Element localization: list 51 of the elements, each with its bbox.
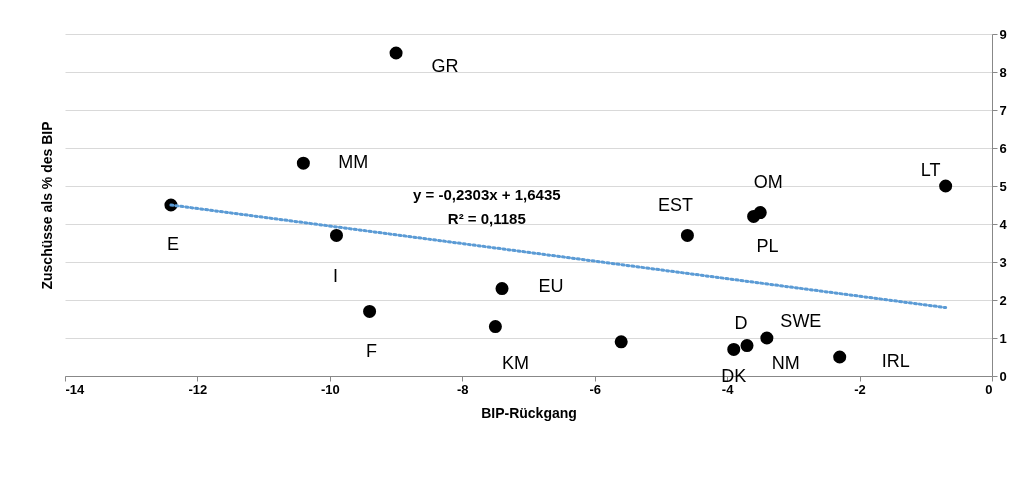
x-tick-label: -2 [854,381,866,397]
annotation: MM [338,152,369,173]
point [760,331,774,345]
x-tick-label: -8 [457,381,469,397]
point [363,304,377,318]
y-tick-label: 5 [999,178,1007,194]
point [727,342,741,356]
x-tick-label: -12 [188,381,208,397]
y-tick-label: 1 [999,330,1007,346]
point [939,179,953,193]
annotation: NM [771,353,800,373]
annotation: y = -0,2303x + 1,6435 [412,185,561,203]
annotation: EU [538,275,564,296]
annotation: IRL [881,351,910,371]
point [488,320,502,334]
x-tick-label: 0 [985,381,993,397]
annotation: LT [920,160,941,180]
y-tick-label: 3 [999,254,1007,270]
annotation: KM [501,352,529,373]
y-tick-label: 9 [999,26,1007,42]
annotation: GR [431,56,459,76]
annotation: E [166,234,179,254]
annotation: F [366,341,378,362]
point [680,228,694,242]
annotation: D [734,312,748,333]
annotation: R² = 0,1185 [447,209,526,227]
x-tick-label: -6 [589,381,601,397]
y-tick-label: 4 [999,216,1008,232]
y-axis-title: Zuschüsse als % des BIP [38,121,55,290]
y-tick-label: 6 [999,140,1007,156]
annotation: PL [756,236,779,257]
x-axis-title: BIP-Rückgang [481,404,577,421]
y-tick-label: 8 [999,64,1007,80]
annotation: OM [753,171,783,192]
point [614,335,628,349]
annotation: I [332,266,338,287]
point [296,156,310,170]
x-tick-label: -10 [320,381,340,397]
point [740,339,754,353]
y-tick-label: 7 [999,102,1007,118]
x-tick-label: -4 [721,381,735,397]
y-tick-label: 2 [999,292,1007,308]
annotation: EST [657,195,693,216]
point [329,228,343,242]
point [833,350,847,364]
annotation: SWE [780,311,822,331]
x-tick-label: -14 [65,381,86,397]
point [753,206,767,220]
point [495,282,509,296]
point [389,46,403,60]
y-tick-label: 0 [999,368,1007,384]
